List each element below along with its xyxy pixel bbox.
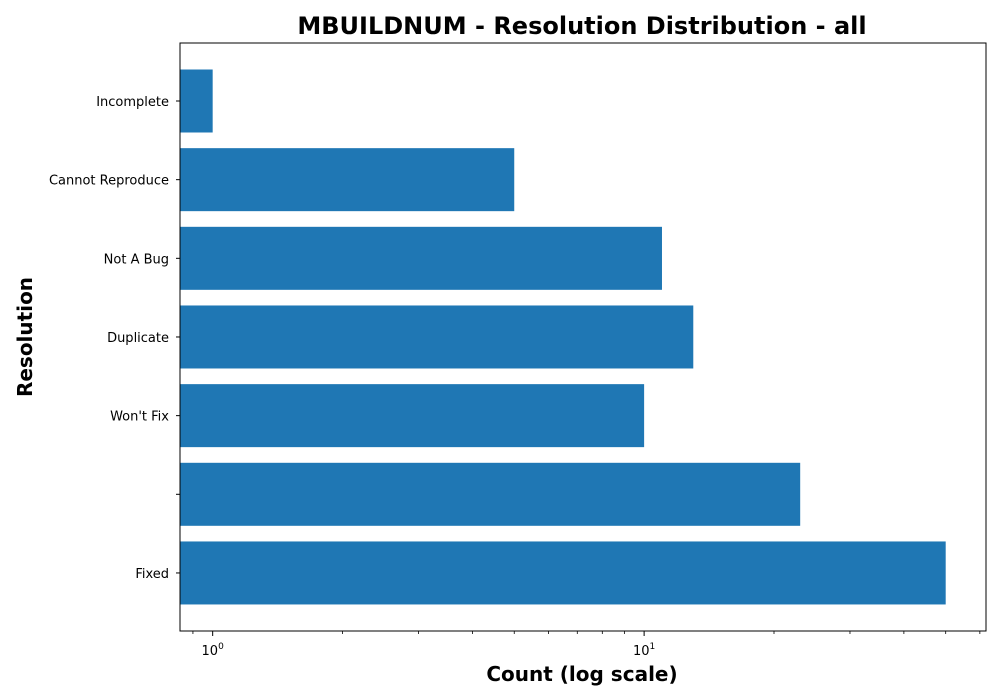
bar <box>180 226 662 290</box>
bars-layer <box>180 69 946 605</box>
chart-title: MBUILDNUM - Resolution Distribution - al… <box>297 12 866 40</box>
x-tick-label: 101 <box>633 642 655 659</box>
bar <box>180 462 801 526</box>
x-axis-ticks: 100 101 <box>192 631 981 659</box>
bar <box>180 541 946 605</box>
y-tick-label: Duplicate <box>107 331 169 346</box>
y-tick-label: Won't Fix <box>110 410 169 425</box>
bar <box>180 305 694 369</box>
x-tick-label: 100 <box>202 642 225 659</box>
y-tick-label: Incomplete <box>96 95 169 110</box>
x-axis-label: Count (log scale) <box>486 662 677 686</box>
y-axis-label: Resolution <box>13 277 37 397</box>
y-tick-label: Not A Bug <box>104 252 169 267</box>
y-axis-ticks: Incomplete Cannot Reproduce Not A Bug Dupli… <box>49 95 180 582</box>
plot-frame <box>179 42 987 632</box>
y-tick-label: Fixed <box>135 567 169 582</box>
bar <box>180 384 645 448</box>
bar <box>180 148 515 212</box>
bar <box>180 69 213 133</box>
y-tick-label: Cannot Reproduce <box>49 174 169 189</box>
